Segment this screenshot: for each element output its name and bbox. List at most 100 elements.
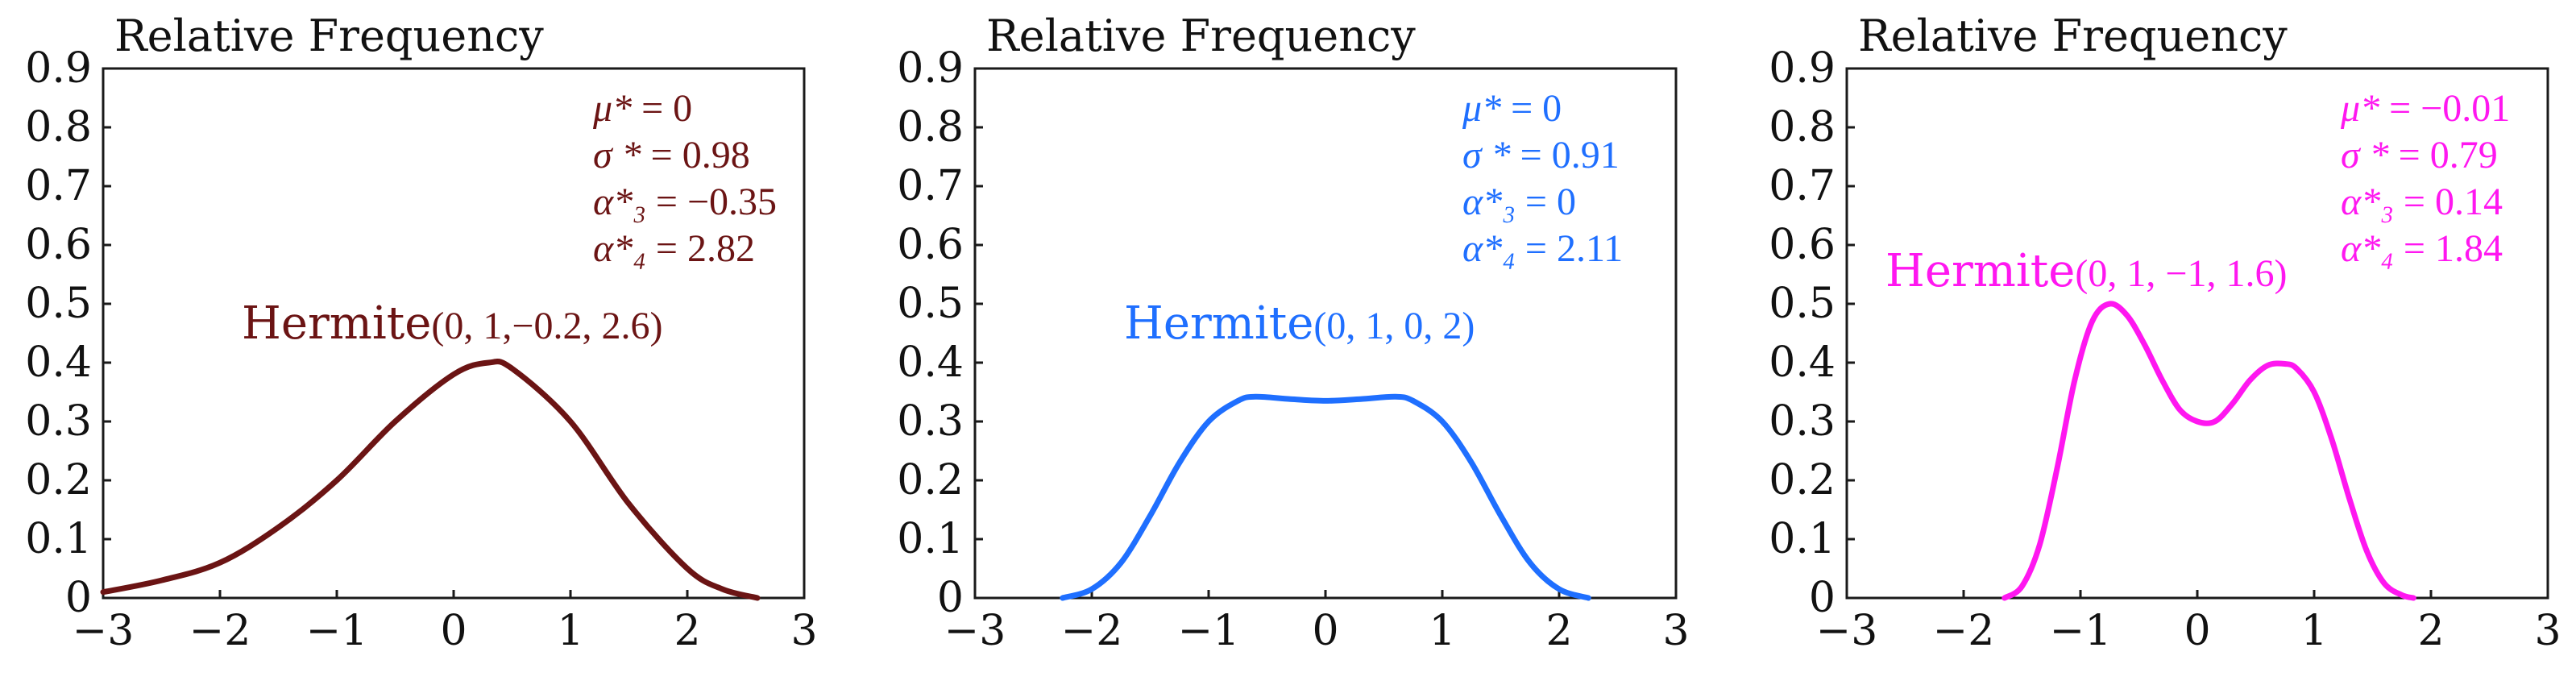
stat-value: = 0.14 [2394,181,2503,223]
stat-symbol: α*₄ [2341,227,2394,270]
chart-panel-1: 0 0.1 0.2 0.3 0.4 0.5 0.6 0.7 0.8 0.9 −3 −2 −1 0 1 2 3 Re… [25,10,817,655]
x-tick-label: −3 [944,607,1006,655]
stat-line: σ * = 0.79 [2341,134,2498,176]
y-tick-label: 0.2 [1769,456,1836,504]
x-tick-label: −2 [189,607,251,655]
stat-value: = 0.79 [2389,134,2498,176]
y-tick-label: 0.3 [897,397,964,446]
series-line [100,359,761,601]
y-tick-label: 0.1 [25,515,92,563]
x-tick-label: 0 [2184,607,2210,655]
x-tick-label: −2 [1933,607,1995,655]
stat-symbol: α*₃ [1462,181,1516,223]
series-line [2001,301,2416,601]
stat-line: α*₄ = 2.11 [1462,227,1623,270]
stat-line: α*₄ = 2.82 [593,227,755,270]
stat-value: = 2.11 [1516,227,1623,270]
stat-symbol: μ* [1462,87,1501,130]
y-tick-label: 0.7 [897,162,964,210]
x-tick-label: 3 [1662,607,1689,655]
x-tick-label: 1 [1429,607,1455,655]
stat-line: μ* = 0 [592,87,692,130]
y-tick-label: 0.9 [25,44,92,93]
x-tick-label: −2 [1061,607,1123,655]
x-tick-label: −3 [1816,607,1878,655]
y-tick-label: 0 [65,574,92,622]
stat-value: = 0 [632,87,692,130]
stat-value: = 1.84 [2394,227,2503,270]
y-tick-label: 0.6 [25,221,92,269]
y-tick-label: 0.5 [1769,280,1836,328]
stat-value: = 2.82 [646,227,755,270]
x-tick-label: 2 [1545,607,1572,655]
distribution-name: Hermite [1124,297,1313,350]
distribution-label: Hermite(0, 1, −1, 1.6) [1885,245,2287,297]
x-tick-label: 2 [2417,607,2444,655]
x-tick-label: 1 [557,607,583,655]
stat-line: α*₃ = 0.14 [2341,181,2503,223]
y-tick-label: 0.7 [25,162,92,210]
x-tick-label: 3 [2534,607,2561,655]
y-tick-label: 0.8 [897,103,964,152]
x-tick-label: −3 [73,607,135,655]
y-tick-label: 0.1 [1769,515,1836,563]
y-axis-label: Relative Frequency [114,10,544,61]
y-tick-label: 0.5 [25,280,92,328]
stat-value: = 0.91 [1511,134,1620,176]
y-tick-label: 0.9 [1769,44,1836,93]
distribution-label: Hermite(0, 1,−0.2, 2.6) [242,297,662,350]
stat-value: = 0 [1501,87,1562,130]
distribution-params: (0, 1, −1, 1.6) [2075,252,2287,295]
stat-line: σ * = 0.91 [1462,134,1620,176]
y-tick-label: 0.3 [1769,397,1836,446]
y-tick-label: 0 [1809,574,1836,622]
stat-line: μ* = −0.01 [2340,87,2510,130]
y-axis-label: Relative Frequency [986,10,1416,61]
y-tick-label: 0.5 [897,280,964,328]
stat-symbol: α*₃ [593,181,646,223]
stat-value: = −0.01 [2379,87,2510,130]
stat-value: = 0.98 [641,134,750,176]
stat-symbol: μ* [592,87,632,130]
y-tick-label: 0.6 [897,221,964,269]
distribution-name: Hermite [1885,245,2075,297]
stat-symbol: σ * [593,134,641,176]
stat-symbol: μ* [2340,87,2379,130]
distribution-params: (0, 1, 0, 2) [1313,305,1475,347]
stat-line: μ* = 0 [1462,87,1562,130]
chart-panel-3: 0 0.1 0.2 0.3 0.4 0.5 0.6 0.7 0.8 0.9 −3 −2 −1 0 1 2 3 Re… [1769,10,2561,655]
y-tick-label: 0.2 [897,456,964,504]
y-tick-label: 0.2 [25,456,92,504]
x-tick-label: 3 [790,607,817,655]
distribution-name: Hermite [242,297,431,350]
x-tick-label: 1 [2300,607,2327,655]
stat-symbol: α*₄ [1462,227,1516,270]
y-axis-label: Relative Frequency [1858,10,2288,61]
y-tick-label: 0 [937,574,964,622]
y-tick-label: 0.8 [1769,103,1836,152]
stat-line: α*₃ = 0 [1462,181,1576,223]
stat-symbol: σ * [2341,134,2389,176]
stat-line: α*₃ = −0.35 [593,181,777,223]
stat-value: = 0 [1516,181,1576,223]
stat-symbol: α*₃ [2341,181,2394,223]
stat-symbol: α*₄ [593,227,646,270]
stat-symbol: σ * [1462,134,1511,176]
x-tick-label: 0 [1312,607,1338,655]
distribution-label: Hermite(0, 1, 0, 2) [1124,297,1475,350]
stat-value: = −0.35 [646,181,777,223]
y-tick-label: 0.6 [1769,221,1836,269]
chart-panel-2: 0 0.1 0.2 0.3 0.4 0.5 0.6 0.7 0.8 0.9 −3 −2 −1 0 1 2 3 Re… [897,10,1689,655]
stat-line: α*₄ = 1.84 [2341,227,2503,270]
x-tick-label: 2 [674,607,700,655]
y-tick-label: 0.4 [1769,338,1836,387]
y-tick-label: 0.4 [897,338,964,387]
x-tick-label: −1 [306,607,368,655]
y-tick-label: 0.1 [897,515,964,563]
series-line [1060,393,1591,601]
y-tick-label: 0.8 [25,103,92,152]
stat-line: σ * = 0.98 [593,134,750,176]
y-tick-label: 0.9 [897,44,964,93]
y-tick-label: 0.3 [25,397,92,446]
